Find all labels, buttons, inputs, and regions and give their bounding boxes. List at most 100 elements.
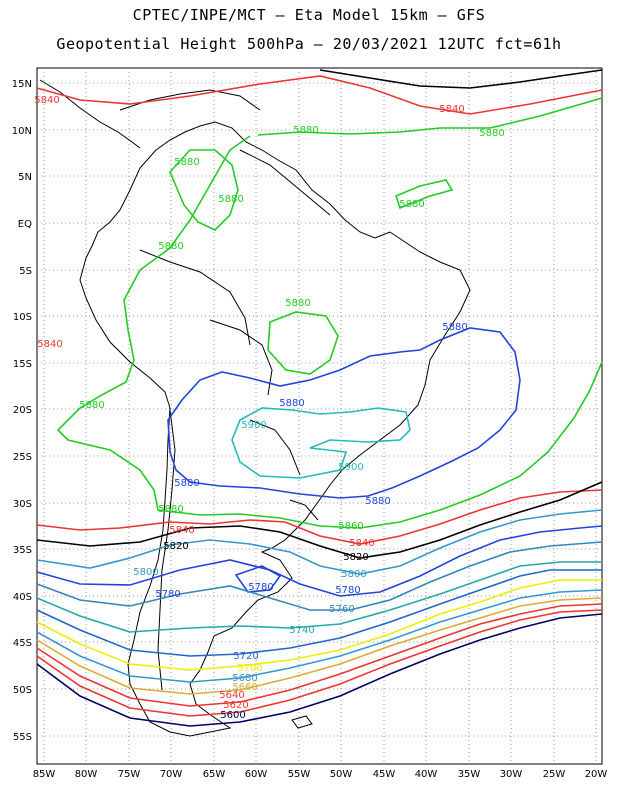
contour-label-5820-b: 5820 <box>343 552 368 563</box>
contour-north-5840 <box>36 75 603 115</box>
lon-label-70w: 70W <box>160 769 183 780</box>
contour-north-black <box>319 69 603 89</box>
contour-label-5740: 5740 <box>289 625 314 636</box>
contour-label-5600: 5600 <box>220 710 245 721</box>
border-brazil-north <box>239 149 331 216</box>
contour-label-5660: 5660 <box>232 682 257 693</box>
contour-label-5800-b: 5800 <box>341 569 366 580</box>
lon-label-25w: 25W <box>543 769 566 780</box>
contour-5780 <box>36 525 603 597</box>
lat-label-25s: 25S <box>13 452 32 463</box>
contour-5880-island1 <box>169 149 239 231</box>
lat-label-5n: 5N <box>18 172 32 183</box>
contour-label-5640: 5640 <box>219 690 244 701</box>
contour-label-5840-e: 5840 <box>349 538 374 549</box>
border-paraguay <box>249 419 301 476</box>
contour-5600 <box>36 613 603 727</box>
contour-label-5880-j: 5880 <box>442 322 467 333</box>
contour-label-5860: 5860 <box>338 521 363 532</box>
coastlines <box>39 79 471 737</box>
contour-5880-island3 <box>267 311 339 375</box>
contour-5880-north <box>257 97 603 136</box>
contour-label-5700: 5700 <box>237 663 262 674</box>
lon-label-60w: 60W <box>245 769 268 780</box>
lon-label-50w: 50W <box>330 769 353 780</box>
contour-5720 <box>36 569 602 657</box>
contour-label-5880-b: 5880 <box>479 128 504 139</box>
contour-label-5880-c: 5880 <box>174 157 199 168</box>
lon-label-55w: 55W <box>288 769 311 780</box>
border-bolivia <box>209 319 273 396</box>
map-title-line1: CPTEC/INPE/MCT – Eta Model 15km – GFS <box>132 6 486 24</box>
lon-label-35w: 35W <box>458 769 481 780</box>
contour-5780-brazil <box>167 327 521 499</box>
contour-5800 <box>36 509 603 575</box>
lon-label-30w: 30W <box>500 769 523 780</box>
contour-label-5840-c: 5840 <box>37 339 62 350</box>
contour-label-5880-f: 5880 <box>158 241 183 252</box>
lat-label-10s: 10S <box>13 312 32 323</box>
contour-label-5880-g: 5880 <box>285 298 310 309</box>
lon-label-40w: 40W <box>415 769 438 780</box>
lat-label-15s: 15S <box>13 359 32 370</box>
lon-label-45w: 45W <box>373 769 396 780</box>
border-argentina-chile <box>157 409 176 691</box>
lat-label-30s: 30S <box>13 499 32 510</box>
contour-label-5880-a: 5880 <box>293 125 318 136</box>
contour-5700 <box>36 579 602 671</box>
lat-labels: 15N 10N 5N EQ 5S 10S 15S 20S 25S 30S 35S… <box>12 79 32 743</box>
contour-label-5620: 5620 <box>223 700 248 711</box>
contour-label-5880-d: 5880 <box>218 194 243 205</box>
contour-label-5680: 5680 <box>232 673 257 684</box>
map-title-line2: Geopotential Height 500hPa – 20/03/2021 … <box>56 35 562 53</box>
lon-labels: 85W 80W 75W 70W 65W 60W 55W 50W 45W 40W … <box>33 769 608 780</box>
contour-5820 <box>36 481 603 559</box>
lat-label-40s: 40S <box>13 592 32 603</box>
lat-label-35s: 35S <box>13 545 32 556</box>
lat-label-55s: 55S <box>13 732 32 743</box>
lon-label-85w: 85W <box>33 769 56 780</box>
contour-5680 <box>36 589 603 683</box>
contour-5640 <box>36 603 603 707</box>
lat-label-20s: 20S <box>13 405 32 416</box>
lat-label-10n: 10N <box>12 126 32 137</box>
contour-label-5880-l: 5880 <box>174 478 199 489</box>
lat-label-15n: 15N <box>12 79 32 90</box>
contour-label-5900-a: 5900 <box>241 420 266 431</box>
lat-label-50s: 50S <box>13 685 32 696</box>
contour-5740 <box>36 561 602 633</box>
lat-label-45s: 45S <box>13 638 32 649</box>
contour-5620 <box>36 609 603 717</box>
falklands <box>291 715 313 729</box>
lon-label-20w: 20W <box>585 769 608 780</box>
contour-5660 <box>36 597 603 695</box>
contour-label-5780-c: 5780 <box>335 585 360 596</box>
border-peru-brazil <box>139 249 251 346</box>
contour-5880-west <box>56 135 603 529</box>
contour-label-5840-b: 5840 <box>439 104 464 115</box>
lat-label-eq: EQ <box>18 219 32 230</box>
contour-label-5840-d: 5840 <box>169 525 194 536</box>
contour-label-5900-b: 5900 <box>338 462 363 473</box>
contour-5760 <box>36 541 603 611</box>
contour-label-5880-m: 5880 <box>365 496 390 507</box>
contour-label-5760: 5760 <box>329 604 354 615</box>
contour-label-5880-h: 5880 <box>79 400 104 411</box>
plot-frame <box>36 67 603 765</box>
contour-label-5780-a: 5780 <box>155 589 180 600</box>
contour-label-5880-k: 5880 <box>279 398 304 409</box>
contour-5900 <box>231 407 411 479</box>
contour-label-5840-a: 5840 <box>34 95 59 106</box>
contour-label-5880-e: 5880 <box>399 199 424 210</box>
contour-label-5880-i: 5880 <box>158 504 183 515</box>
lon-label-80w: 80W <box>75 769 98 780</box>
contour-5840-south <box>36 489 603 545</box>
contour-5880-island2 <box>395 179 454 210</box>
lon-label-75w: 75W <box>118 769 141 780</box>
contour-label-5820-a: 5820 <box>163 541 188 552</box>
lon-label-65w: 65W <box>203 769 226 780</box>
contour-label-5780-b: 5780 <box>248 582 273 593</box>
contour-label-5800-a: 5800 <box>133 567 158 578</box>
border-uruguay <box>289 499 319 521</box>
